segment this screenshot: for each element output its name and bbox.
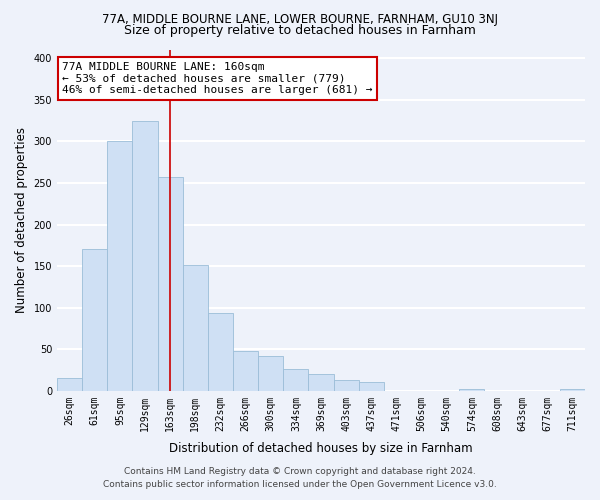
Bar: [459, 389, 484, 391]
Bar: [183, 266, 208, 391]
Bar: [208, 314, 233, 391]
Text: Size of property relative to detached houses in Farnham: Size of property relative to detached ho…: [124, 24, 476, 37]
Y-axis label: Number of detached properties: Number of detached properties: [15, 128, 28, 314]
Bar: [359, 382, 384, 391]
Bar: [334, 380, 359, 391]
Text: 77A MIDDLE BOURNE LANE: 160sqm
← 53% of detached houses are smaller (779)
46% of: 77A MIDDLE BOURNE LANE: 160sqm ← 53% of …: [62, 62, 373, 95]
Bar: [158, 177, 183, 391]
Bar: [82, 250, 107, 391]
Bar: [133, 120, 158, 391]
Bar: [233, 351, 258, 391]
Bar: [308, 374, 334, 391]
Bar: [283, 369, 308, 391]
Bar: [258, 356, 283, 391]
Bar: [107, 142, 133, 391]
Bar: [560, 389, 585, 391]
X-axis label: Distribution of detached houses by size in Farnham: Distribution of detached houses by size …: [169, 442, 473, 455]
Text: Contains HM Land Registry data © Crown copyright and database right 2024.
Contai: Contains HM Land Registry data © Crown c…: [103, 468, 497, 489]
Text: 77A, MIDDLE BOURNE LANE, LOWER BOURNE, FARNHAM, GU10 3NJ: 77A, MIDDLE BOURNE LANE, LOWER BOURNE, F…: [102, 12, 498, 26]
Bar: [57, 378, 82, 391]
